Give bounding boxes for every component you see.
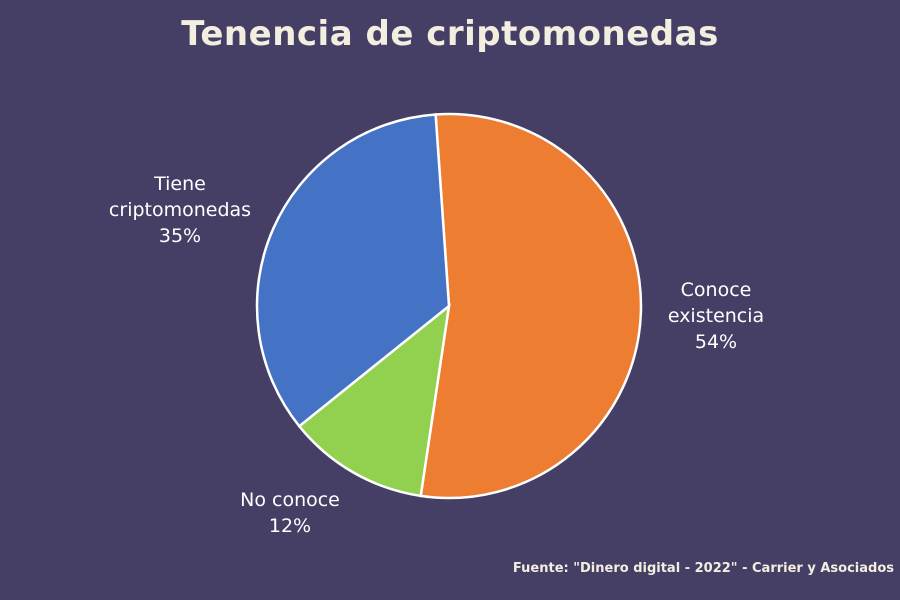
pie-slice-label: No conoce 12% <box>240 487 340 539</box>
slice-percent: 12% <box>268 515 312 537</box>
slice-category: Conoce existencia <box>667 279 765 327</box>
chart-title: Tenencia de criptomonedas <box>181 14 719 54</box>
slice-category: Tiene criptomonedas <box>108 173 252 221</box>
source-note: Fuente: "Dinero digital - 2022" - Carrie… <box>512 561 894 576</box>
slice-percent: 35% <box>158 225 202 247</box>
slice-percent: 54% <box>694 331 738 353</box>
pie-slice <box>419 112 643 500</box>
pie-slice <box>297 303 451 498</box>
pie-slice <box>255 113 451 428</box>
slice-category: No conoce <box>240 489 340 511</box>
pie-slice-label: Tiene criptomonedas 35% <box>109 171 251 249</box>
pie-slice-label: Conoce existencia 54% <box>668 277 764 355</box>
